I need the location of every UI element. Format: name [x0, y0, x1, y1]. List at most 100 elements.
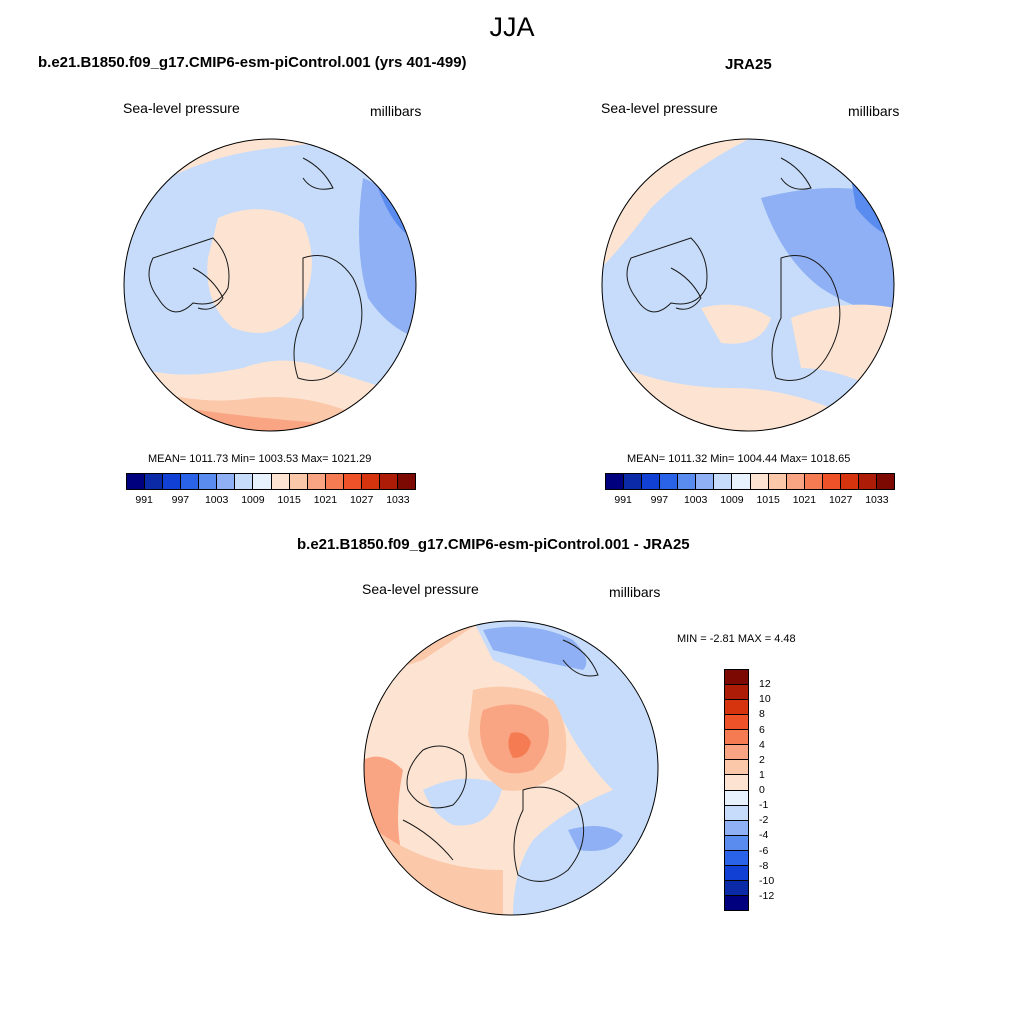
diff-colorbar-tick-label: 6 [759, 723, 765, 736]
diff-colorbar-swatch [725, 805, 748, 821]
diff-variable-label: Sea-level pressure [362, 581, 479, 597]
right-colorbar-tick-label: 1033 [865, 494, 889, 506]
diff-colorbar-tick-label: -12 [759, 889, 775, 902]
left-colorbar-tick-label: 1027 [349, 494, 374, 506]
left-units-label: millibars [370, 103, 422, 119]
right-colorbar-tick-label: 1027 [828, 494, 853, 506]
diff-colorbar-swatch [725, 715, 748, 731]
left-colorbar-swatch [163, 474, 182, 489]
right-colorbar-tick-label: 1021 [792, 494, 817, 506]
left-colorbar-swatch [199, 474, 218, 489]
right-colorbar-swatch [840, 474, 859, 489]
diff-colorbar-swatch [725, 685, 748, 701]
diff-polar-map [363, 620, 659, 916]
diff-colorbar-swatch [725, 730, 748, 746]
right-colorbar-swatch [714, 474, 733, 489]
diff-colorbar-tick-label: 8 [759, 708, 765, 721]
right-colorbar-tick-label: 991 [614, 494, 632, 506]
right-colorbar-swatch [750, 474, 769, 489]
diff-colorbar-swatch [725, 895, 748, 910]
diff-colorbar-tick-label: -6 [759, 844, 769, 857]
left-variable-label: Sea-level pressure [123, 100, 240, 116]
left-colorbar-swatch [253, 474, 272, 489]
right-colorbar [605, 473, 895, 490]
diff-colorbar-tick-label: 1 [759, 768, 765, 781]
right-colorbar-swatch [624, 474, 643, 489]
season-title: JJA [489, 12, 535, 42]
left-colorbar-tick-label: 1003 [204, 494, 229, 506]
right-colorbar-tick-label: 997 [650, 494, 669, 506]
diff-colorbar-swatch [725, 835, 748, 851]
diff-colorbar-swatch [725, 880, 748, 896]
diff-colorbar-tick-label: 4 [759, 738, 765, 751]
left-colorbar-tick-label: 1009 [241, 494, 265, 506]
diff-colorbar-swatch [725, 820, 748, 836]
diff-colorbar-swatch [725, 745, 748, 761]
diff-colorbar-swatch [725, 700, 748, 716]
diff-colorbar-swatch [725, 670, 748, 686]
left-colorbar-swatch [343, 474, 362, 489]
right-colorbar-swatch [642, 474, 661, 489]
right-panel-title: JRA25 [725, 56, 772, 73]
left-colorbar-swatch [271, 474, 290, 489]
right-colorbar-tick-label: 1009 [720, 494, 744, 506]
right-colorbar-swatch [876, 474, 894, 489]
right-map-coastlines [626, 157, 841, 381]
diff-colorbar-swatch [725, 760, 748, 776]
right-colorbar-swatch [696, 474, 715, 489]
diff-colorbar-tick-label: -2 [759, 814, 769, 827]
diff-colorbar-labels: 12 10 8 6 4 2 1 0 -1 -2 -4 -6 -8 -10 -12 [759, 669, 799, 911]
diff-colorbar [724, 669, 749, 911]
diff-colorbar-tick-label: 12 [759, 678, 771, 691]
left-colorbar-swatch [397, 474, 415, 489]
right-polar-map [601, 138, 895, 432]
right-colorbar-swatch [786, 474, 805, 489]
diff-panel-title: b.e21.B1850.f09_g17.CMIP6-esm-piControl.… [297, 536, 690, 553]
left-colorbar-swatch [289, 474, 308, 489]
right-colorbar-swatch [678, 474, 697, 489]
diff-units-label: millibars [609, 584, 661, 600]
right-colorbar-swatch [606, 474, 625, 489]
left-colorbar-tick-label: 997 [171, 494, 190, 506]
right-colorbar-swatch [822, 474, 841, 489]
right-colorbar-labels: 991 997 1003 1009 1015 1021 1027 1033 [605, 494, 895, 508]
diff-colorbar-swatch [725, 865, 748, 881]
left-colorbar [126, 473, 416, 490]
diff-colorbar-tick-label: -4 [759, 829, 769, 842]
left-colorbar-swatch [379, 474, 398, 489]
diff-map-coastlines [402, 639, 599, 882]
diff-colorbar-tick-label: -8 [759, 859, 769, 872]
left-colorbar-swatch [181, 474, 200, 489]
diff-colorbar-tick-label: 2 [759, 753, 765, 766]
right-colorbar-swatch [660, 474, 679, 489]
diff-colorbar-swatch [725, 775, 748, 791]
diff-map-fills [364, 621, 658, 915]
left-colorbar-tick-label: 991 [135, 494, 153, 506]
right-colorbar-tick-label: 1015 [756, 494, 780, 506]
diff-colorbar-tick-label: 0 [759, 784, 765, 796]
left-colorbar-swatch [217, 474, 236, 489]
right-variable-label: Sea-level pressure [601, 100, 718, 116]
right-units-label: millibars [848, 103, 900, 119]
right-colorbar-swatch [858, 474, 877, 489]
diff-colorbar-tick-label: 10 [759, 693, 771, 706]
left-colorbar-swatch [325, 474, 344, 489]
left-colorbar-swatch [127, 474, 146, 489]
right-stats: MEAN= 1011.32 Min= 1004.44 Max= 1018.65 [627, 453, 851, 465]
right-colorbar-tick-label: 1003 [683, 494, 708, 506]
left-colorbar-tick-label: 1033 [386, 494, 410, 506]
left-colorbar-swatch [307, 474, 326, 489]
left-stats: MEAN= 1011.73 Min= 1003.53 Max= 1021.29 [148, 453, 372, 465]
diff-colorbar-tick-label: -1 [759, 799, 769, 812]
right-colorbar-swatch [804, 474, 823, 489]
left-map-fills [124, 139, 416, 431]
left-colorbar-swatch [235, 474, 254, 489]
left-panel-title: b.e21.B1850.f09_g17.CMIP6-esm-piControl.… [38, 54, 467, 71]
right-colorbar-swatch [768, 474, 787, 489]
right-colorbar-swatch [732, 474, 751, 489]
left-colorbar-tick-label: 1021 [313, 494, 338, 506]
diff-colorbar-tick-label: -10 [759, 874, 775, 887]
left-colorbar-tick-label: 1015 [277, 494, 301, 506]
left-map-coastlines [148, 157, 363, 381]
left-colorbar-swatch [361, 474, 380, 489]
